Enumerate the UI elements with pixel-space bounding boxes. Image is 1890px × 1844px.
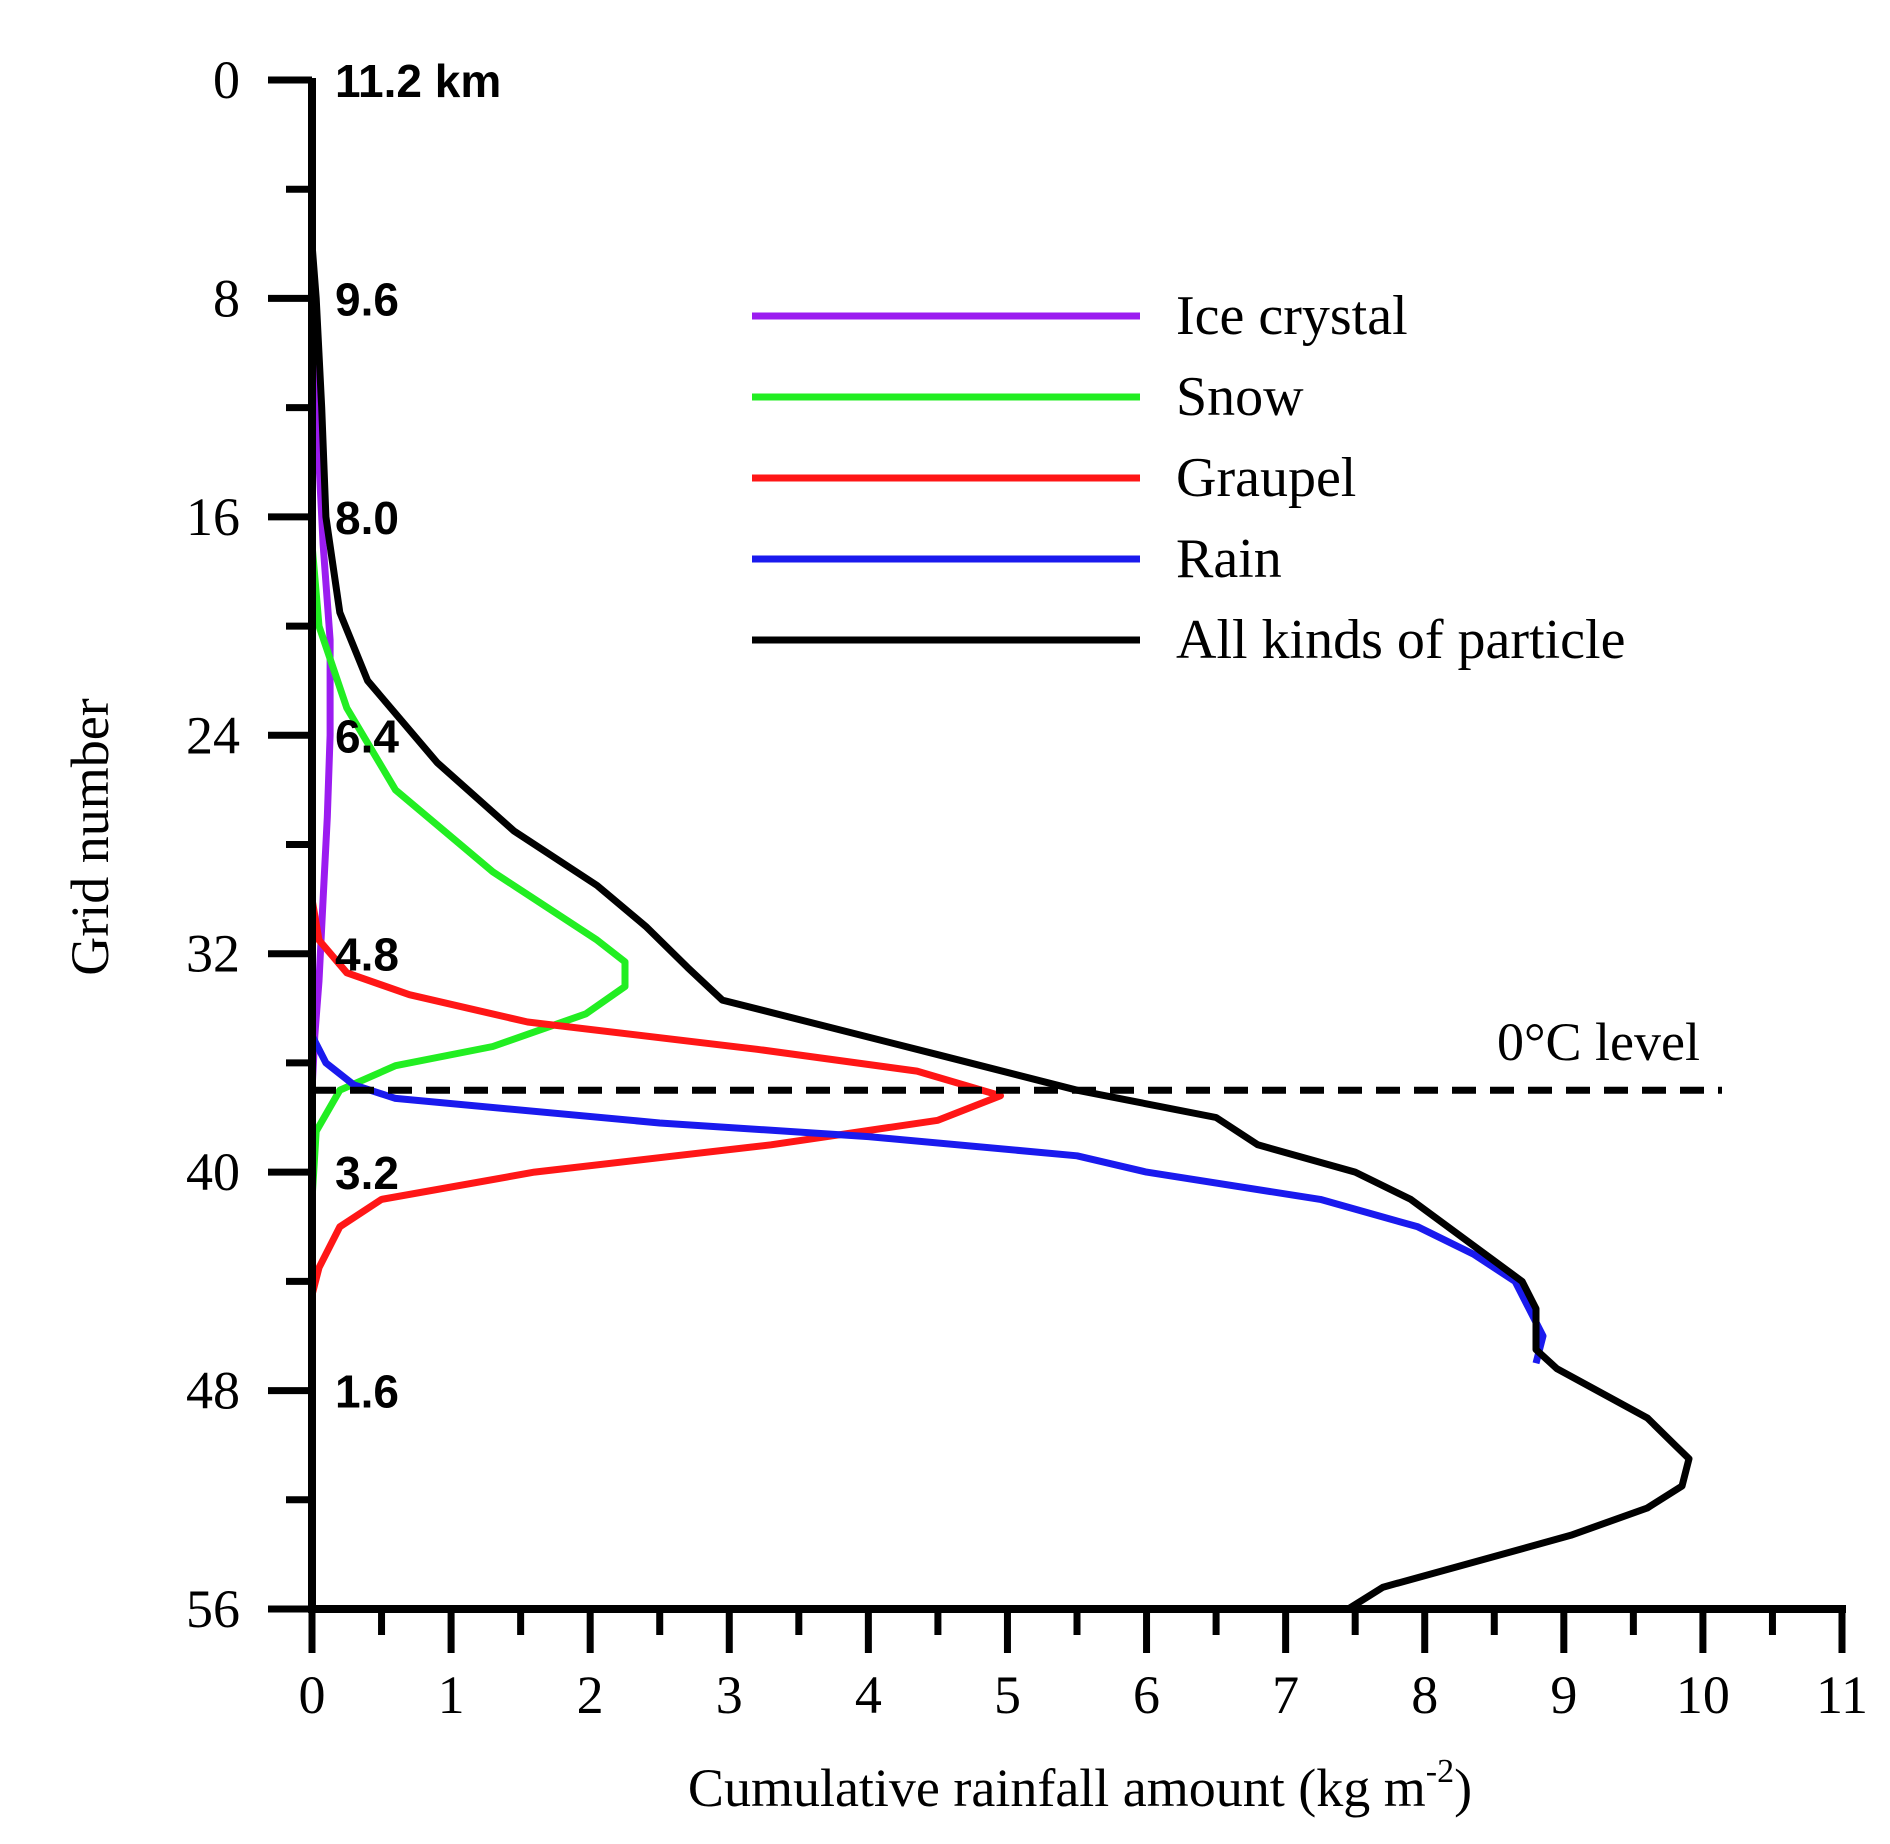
x-axis-title-superscript: -2 [1426,1753,1454,1790]
height-label: 3.2 [335,1147,399,1199]
height-label: 8.0 [335,492,399,544]
y-tick-label: 32 [186,924,240,984]
x-tick-label: 11 [1816,1665,1868,1725]
x-tick-label: 8 [1411,1665,1438,1725]
x-tick-label: 0 [299,1665,326,1725]
y-tick-label: 40 [186,1142,240,1202]
zero-degree-reference: 0°C level [312,1012,1722,1094]
x-tick-label: 6 [1133,1665,1160,1725]
series-lines [308,243,1693,1612]
x-tick-label: 1 [438,1665,465,1725]
height-label: 11.2 km [335,55,501,107]
series-line-snow [308,543,629,1609]
x-tick-label: 3 [716,1665,743,1725]
legend-label: Ice crystal [1176,285,1408,347]
x-tick-label: 9 [1550,1665,1577,1725]
y-tick-label: 8 [213,268,240,328]
series-line-graupel [308,298,1004,1609]
series-line-all-kinds-of-particle [308,243,1693,1612]
y-axis-title: Grid number [60,698,120,975]
x-axis-title-close: ) [1454,1758,1472,1818]
x-axis-title: Cumulative rainfall amount (kg m-2) [688,1753,1472,1818]
y-tick-label: 48 [186,1361,240,1421]
height-label: 1.6 [335,1366,399,1418]
y-tick-label: 0 [213,50,240,110]
legend-label: All kinds of particle [1176,609,1625,671]
y-tick-label: 24 [186,705,240,765]
legend-label: Snow [1176,366,1304,428]
x-tick-label: 2 [577,1665,604,1725]
x-tick-label: 7 [1272,1665,1299,1725]
series-line-rain [308,871,1547,1365]
height-label: 4.8 [335,929,399,981]
x-axis-title-main: Cumulative rainfall amount (kg m [688,1758,1426,1818]
legend-label: Graupel [1176,447,1356,509]
x-tick-label: 4 [855,1665,882,1725]
legend-label: Rain [1176,528,1282,590]
y-tick-label: 16 [186,487,240,547]
height-label: 6.4 [335,710,399,762]
x-tick-label: 10 [1676,1665,1730,1725]
height-label: 9.6 [335,273,399,325]
x-tick-label: 5 [994,1665,1021,1725]
y-tick-label: 56 [186,1579,240,1639]
legend: Ice crystal Snow Graupel Rain All kinds of p… [752,285,1625,671]
zero-degree-label: 0°C level [1497,1012,1700,1072]
